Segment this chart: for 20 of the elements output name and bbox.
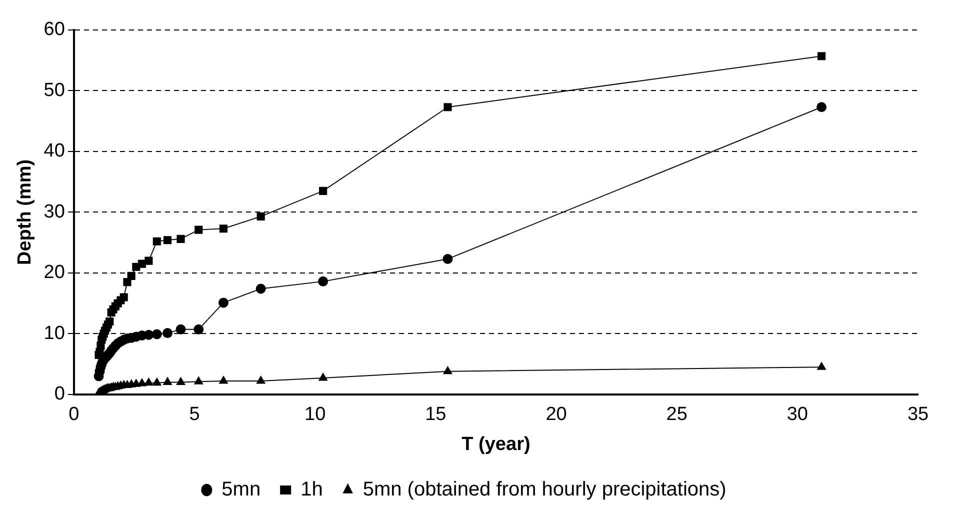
y-tick-label: 10 [44,322,65,344]
legend-label: 5mn [222,478,261,501]
legend-label: 1h [300,478,323,501]
y-tick-label: 30 [44,201,65,222]
y-tick-label: 40 [44,140,65,162]
y-tick-label: 20 [44,262,65,284]
legend-label: 5mn (obtained from hourly precipitations) [362,478,726,501]
x-tick-label: 5 [189,404,200,426]
x-tick-label: 15 [425,404,446,426]
x-axis-title: T (year) [462,434,530,455]
y-tick-label: 50 [44,80,65,101]
x-tick-label: 35 [907,404,929,426]
x-tick-label: 30 [786,404,808,426]
y-tick-label: 60 [44,19,65,40]
x-tick-label: 20 [546,404,567,426]
y-tick-label: 0 [54,384,65,405]
x-tick-label: 25 [666,404,688,426]
x-tick-label: 10 [304,404,326,426]
y-axis-title: Depth (mm) [14,159,36,265]
x-tick-label: 0 [68,404,80,426]
